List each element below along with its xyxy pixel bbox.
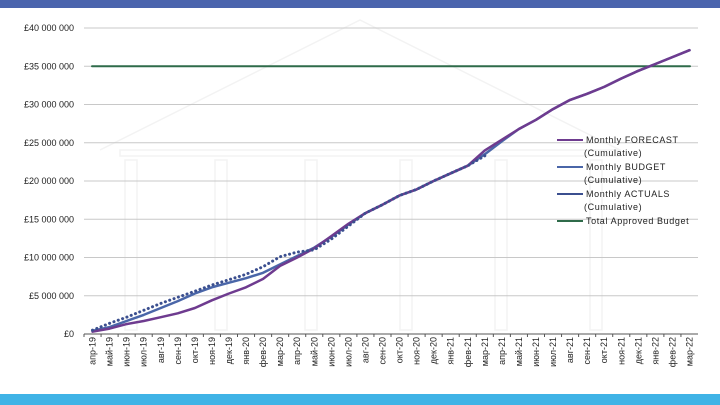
x-tick-label: дек-21 (633, 337, 643, 364)
x-axis-tick-labels: апр-19 май-19 июн-19 июл-19 авг-19 сен-19 окт-… (83, 334, 694, 367)
x-tick-label: июл-21 (548, 337, 558, 367)
x-tick-label: авг-19 (156, 337, 166, 363)
x-tick-label: ноя-21 (616, 337, 626, 365)
legend-entry-actuals: Monthly ACTUALS (586, 189, 670, 199)
y-tick-label: £5 000 000 (29, 291, 74, 301)
x-tick-label: май-19 (105, 337, 115, 366)
x-tick-label: ноя-19 (207, 337, 217, 365)
x-tick-label: июн-19 (122, 337, 132, 367)
x-tick-label: апр-20 (292, 337, 302, 365)
x-tick-label: мар-22 (684, 337, 694, 366)
y-tick-label: £35 000 000 (24, 61, 74, 71)
y-tick-label: £40 000 000 (24, 23, 74, 33)
legend-entry-budget: (Cumulative) (584, 175, 642, 185)
legend-entry-approved: Total Approved Budget (586, 216, 689, 226)
top-accent-bar (0, 0, 720, 8)
x-tick-label: фев-21 (463, 337, 473, 367)
x-tick-label: фев-20 (258, 337, 268, 367)
x-tick-label: апр-21 (497, 337, 507, 365)
legend-entry-budget: Monthly BUDGET (586, 162, 666, 172)
bottom-accent-bar (0, 394, 720, 405)
x-tick-label: янв-20 (241, 337, 251, 365)
y-axis-tick-labels: £0 £5 000 000 £10 000 000 £15 000 000 £20 00… (24, 23, 74, 339)
x-tick-label: май-20 (309, 337, 319, 366)
series-line-forecast (91, 48, 691, 333)
x-tick-label: сен-20 (377, 337, 387, 364)
x-tick-label: ноя-20 (412, 337, 422, 365)
x-tick-label: янв-22 (650, 337, 660, 365)
x-tick-label: май-21 (514, 337, 524, 366)
x-tick-label: июн-21 (531, 337, 541, 367)
legend-entry-forecast: Monthly FORECAST (586, 135, 679, 145)
x-tick-label: мар-21 (480, 337, 490, 366)
x-tick-label: дек-20 (429, 337, 439, 364)
x-tick-label: авг-21 (565, 337, 575, 363)
x-tick-label: янв-21 (446, 337, 456, 365)
legend-entry-actuals: (Cumulative) (584, 202, 642, 212)
y-tick-label: £20 000 000 (24, 176, 74, 186)
x-tick-label: июл-20 (343, 337, 353, 367)
y-tick-label: £25 000 000 (24, 138, 74, 148)
x-tick-label: сен-19 (173, 337, 183, 364)
x-tick-label: июл-19 (139, 337, 149, 367)
legend-entry-forecast: (Cumulative) (584, 148, 642, 158)
x-tick-label: авг-20 (360, 337, 370, 363)
series-layer (91, 48, 691, 333)
x-tick-label: окт-20 (395, 337, 405, 363)
x-tick-label: мар-20 (275, 337, 285, 366)
x-tick-label: фев-22 (667, 337, 677, 367)
background-watermark (99, 19, 621, 331)
y-tick-label: £30 000 000 (24, 100, 74, 110)
y-tick-label: £15 000 000 (24, 214, 74, 224)
series-line-actuals (91, 154, 487, 332)
x-tick-label: сен-21 (582, 337, 592, 364)
x-tick-label: окт-19 (190, 337, 200, 363)
x-tick-label: окт-21 (599, 337, 609, 363)
x-tick-label: дек-19 (224, 337, 234, 364)
x-tick-label: июн-20 (326, 337, 336, 367)
legend: Monthly FORECAST (Cumulative) Monthly BUDG… (557, 135, 689, 226)
x-tick-label: апр-19 (88, 337, 98, 365)
y-tick-label: £10 000 000 (24, 253, 74, 263)
y-tick-label: £0 (64, 329, 74, 339)
